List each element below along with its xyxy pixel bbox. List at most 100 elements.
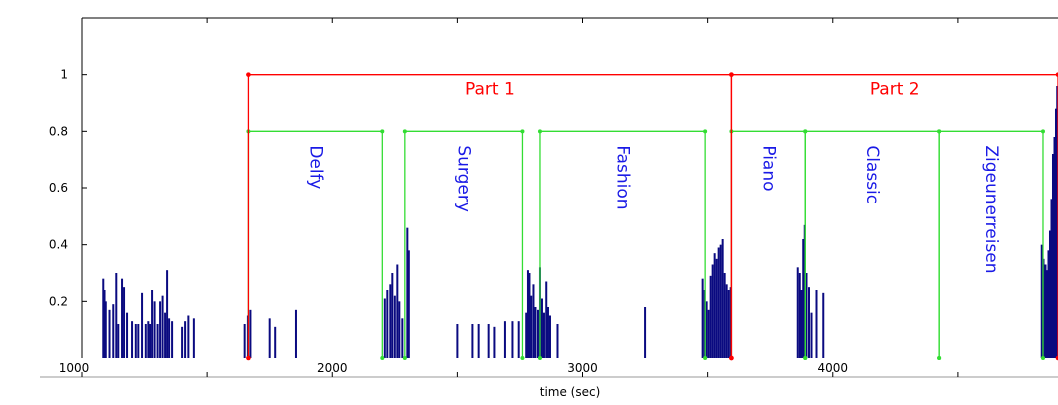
section-bracket-dot	[937, 129, 942, 134]
data-bar	[249, 309, 252, 358]
part-bracket-dot	[246, 355, 251, 361]
data-bar	[705, 301, 708, 358]
data-bar	[104, 301, 107, 358]
data-bar	[528, 273, 531, 358]
data-bar	[1044, 264, 1047, 358]
section-bracket-dot	[380, 356, 385, 360]
data-bar	[525, 312, 528, 358]
data-bar	[526, 270, 529, 358]
data-bar	[396, 264, 399, 358]
data-bar	[134, 324, 137, 358]
data-bar	[487, 324, 490, 358]
data-bar	[530, 295, 533, 358]
data-bar	[1050, 199, 1053, 358]
y-tick-label: 0.4	[49, 238, 68, 252]
data-bar	[401, 318, 404, 358]
data-bar	[153, 301, 156, 358]
data-bar	[802, 239, 805, 358]
data-bar	[393, 295, 396, 358]
data-bar	[149, 324, 152, 358]
data-bar	[187, 315, 190, 358]
data-bar	[181, 326, 184, 358]
data-bar	[644, 307, 647, 358]
data-bar	[141, 292, 144, 358]
data-bar	[184, 321, 187, 358]
data-bar	[389, 284, 392, 358]
data-bar	[144, 324, 147, 358]
data-bar	[711, 264, 714, 358]
data-bar	[121, 278, 124, 358]
data-bar	[103, 290, 106, 358]
section-bracket-dot	[520, 129, 525, 134]
section-bracket-dot	[520, 356, 525, 360]
data-bar	[112, 304, 115, 358]
data-bar	[822, 292, 825, 358]
data-bar	[117, 324, 120, 358]
data-bar	[386, 290, 389, 358]
data-bar	[517, 321, 520, 358]
section-label: Zigeunerreisen	[981, 145, 1001, 273]
data-bar	[102, 278, 105, 358]
data-bar	[723, 273, 726, 358]
y-tick-label: 1	[60, 68, 68, 82]
section-bracket-dot	[1040, 129, 1045, 134]
section-bracket-dot	[803, 356, 808, 360]
section-bracket-dot	[703, 356, 708, 360]
data-bar	[168, 318, 171, 358]
data-bar	[192, 318, 195, 358]
data-bar	[721, 239, 724, 358]
data-bar	[542, 312, 545, 358]
data-bar	[503, 321, 506, 358]
data-bar	[548, 315, 551, 358]
section-label: Classic	[862, 145, 882, 204]
section-label: Surgery	[454, 145, 474, 212]
section-bracket-dot	[1040, 356, 1045, 360]
section-bracket-dot	[402, 129, 407, 134]
data-bar	[709, 275, 712, 358]
part-bracket-dot	[1055, 355, 1058, 361]
data-bar	[717, 247, 720, 358]
x-tick-label: 3000	[567, 361, 598, 375]
data-bar	[383, 298, 386, 358]
data-bar	[137, 324, 140, 358]
data-bar	[707, 309, 710, 358]
section-bracket-dot	[703, 129, 708, 134]
part-label: Part 1	[465, 80, 515, 100]
data-bar	[1045, 270, 1048, 358]
section-bracket-dot	[537, 129, 542, 134]
x-axis-title: time (sec)	[540, 385, 601, 399]
section-label: Piano	[758, 145, 778, 191]
x-tick-label: 2000	[317, 361, 348, 375]
part-bracket-dot	[729, 72, 734, 77]
data-bar	[147, 321, 150, 358]
data-bar	[108, 309, 111, 358]
section-bracket-dot	[402, 356, 407, 360]
data-bar	[391, 273, 394, 358]
data-bar	[243, 324, 246, 358]
ticks: 1000 2000 3000 4000 0.2 0.4 0.6 0.8 1	[49, 18, 959, 377]
data-bar	[798, 273, 801, 358]
data-bar	[796, 267, 799, 358]
data-bar	[274, 326, 277, 358]
x-tick-label: 1000	[59, 361, 90, 375]
data-bar	[556, 324, 559, 358]
data-bar	[159, 301, 162, 358]
data-bar	[126, 312, 129, 358]
data-bar	[719, 244, 722, 358]
data-bar	[161, 295, 164, 358]
data-bar	[805, 273, 808, 358]
part-bracket-dot	[1055, 72, 1058, 77]
part-label: Part 2	[870, 80, 920, 100]
y-tick-label: 0.8	[49, 124, 68, 138]
data-bar	[123, 287, 126, 358]
data-bar	[800, 290, 803, 358]
data-bar	[1053, 137, 1056, 358]
section-bracket-dot	[380, 129, 385, 134]
data-bar	[171, 321, 174, 358]
data-bar	[729, 287, 732, 358]
data-bar	[715, 258, 718, 358]
data-bar	[406, 227, 409, 358]
data-bar	[511, 321, 514, 358]
data-bar	[493, 326, 496, 358]
